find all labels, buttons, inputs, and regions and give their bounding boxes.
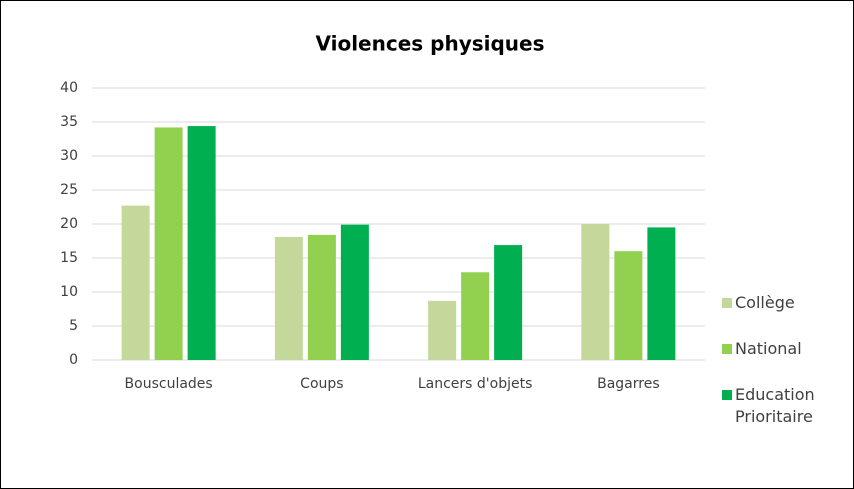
chart-title: Violences physiques [315, 32, 544, 56]
y-tick-label: 30 [60, 148, 78, 164]
legend-swatch [722, 390, 732, 400]
bar [614, 251, 643, 360]
legend-label: Collège [735, 293, 795, 312]
legend-label: National [735, 339, 802, 358]
bar [307, 234, 336, 360]
bar [428, 300, 457, 360]
y-tick-label: 35 [60, 114, 78, 130]
legend-item: Collège [722, 292, 842, 314]
x-tick-label: Bagarres [597, 376, 660, 392]
bar [494, 245, 523, 360]
bar [461, 272, 490, 360]
y-tick-label: 0 [69, 352, 78, 368]
bar [187, 126, 216, 360]
y-tick-label: 10 [60, 284, 78, 300]
bar [647, 227, 676, 360]
legend-swatch [722, 298, 732, 308]
x-tick-label: Coups [300, 376, 343, 392]
y-tick-label: 25 [60, 182, 78, 198]
bar [154, 127, 183, 360]
legend-swatch [722, 344, 732, 354]
x-tick-label: Lancers d'objets [418, 376, 533, 392]
legend-item: Education Prioritaire [722, 384, 842, 428]
bar [274, 236, 303, 360]
bar [581, 224, 610, 360]
y-tick-label: 5 [69, 318, 78, 334]
legend: Collège National Education Prioritaire [722, 292, 842, 452]
bar [121, 205, 150, 360]
y-tick-label: 40 [60, 80, 78, 96]
legend-label: Education Prioritaire [735, 385, 815, 426]
x-tick-label: Bousculades [125, 376, 213, 392]
legend-item: National [722, 338, 842, 360]
y-tick-label: 15 [60, 250, 78, 266]
y-tick-label: 20 [60, 216, 78, 232]
bar [340, 224, 369, 360]
